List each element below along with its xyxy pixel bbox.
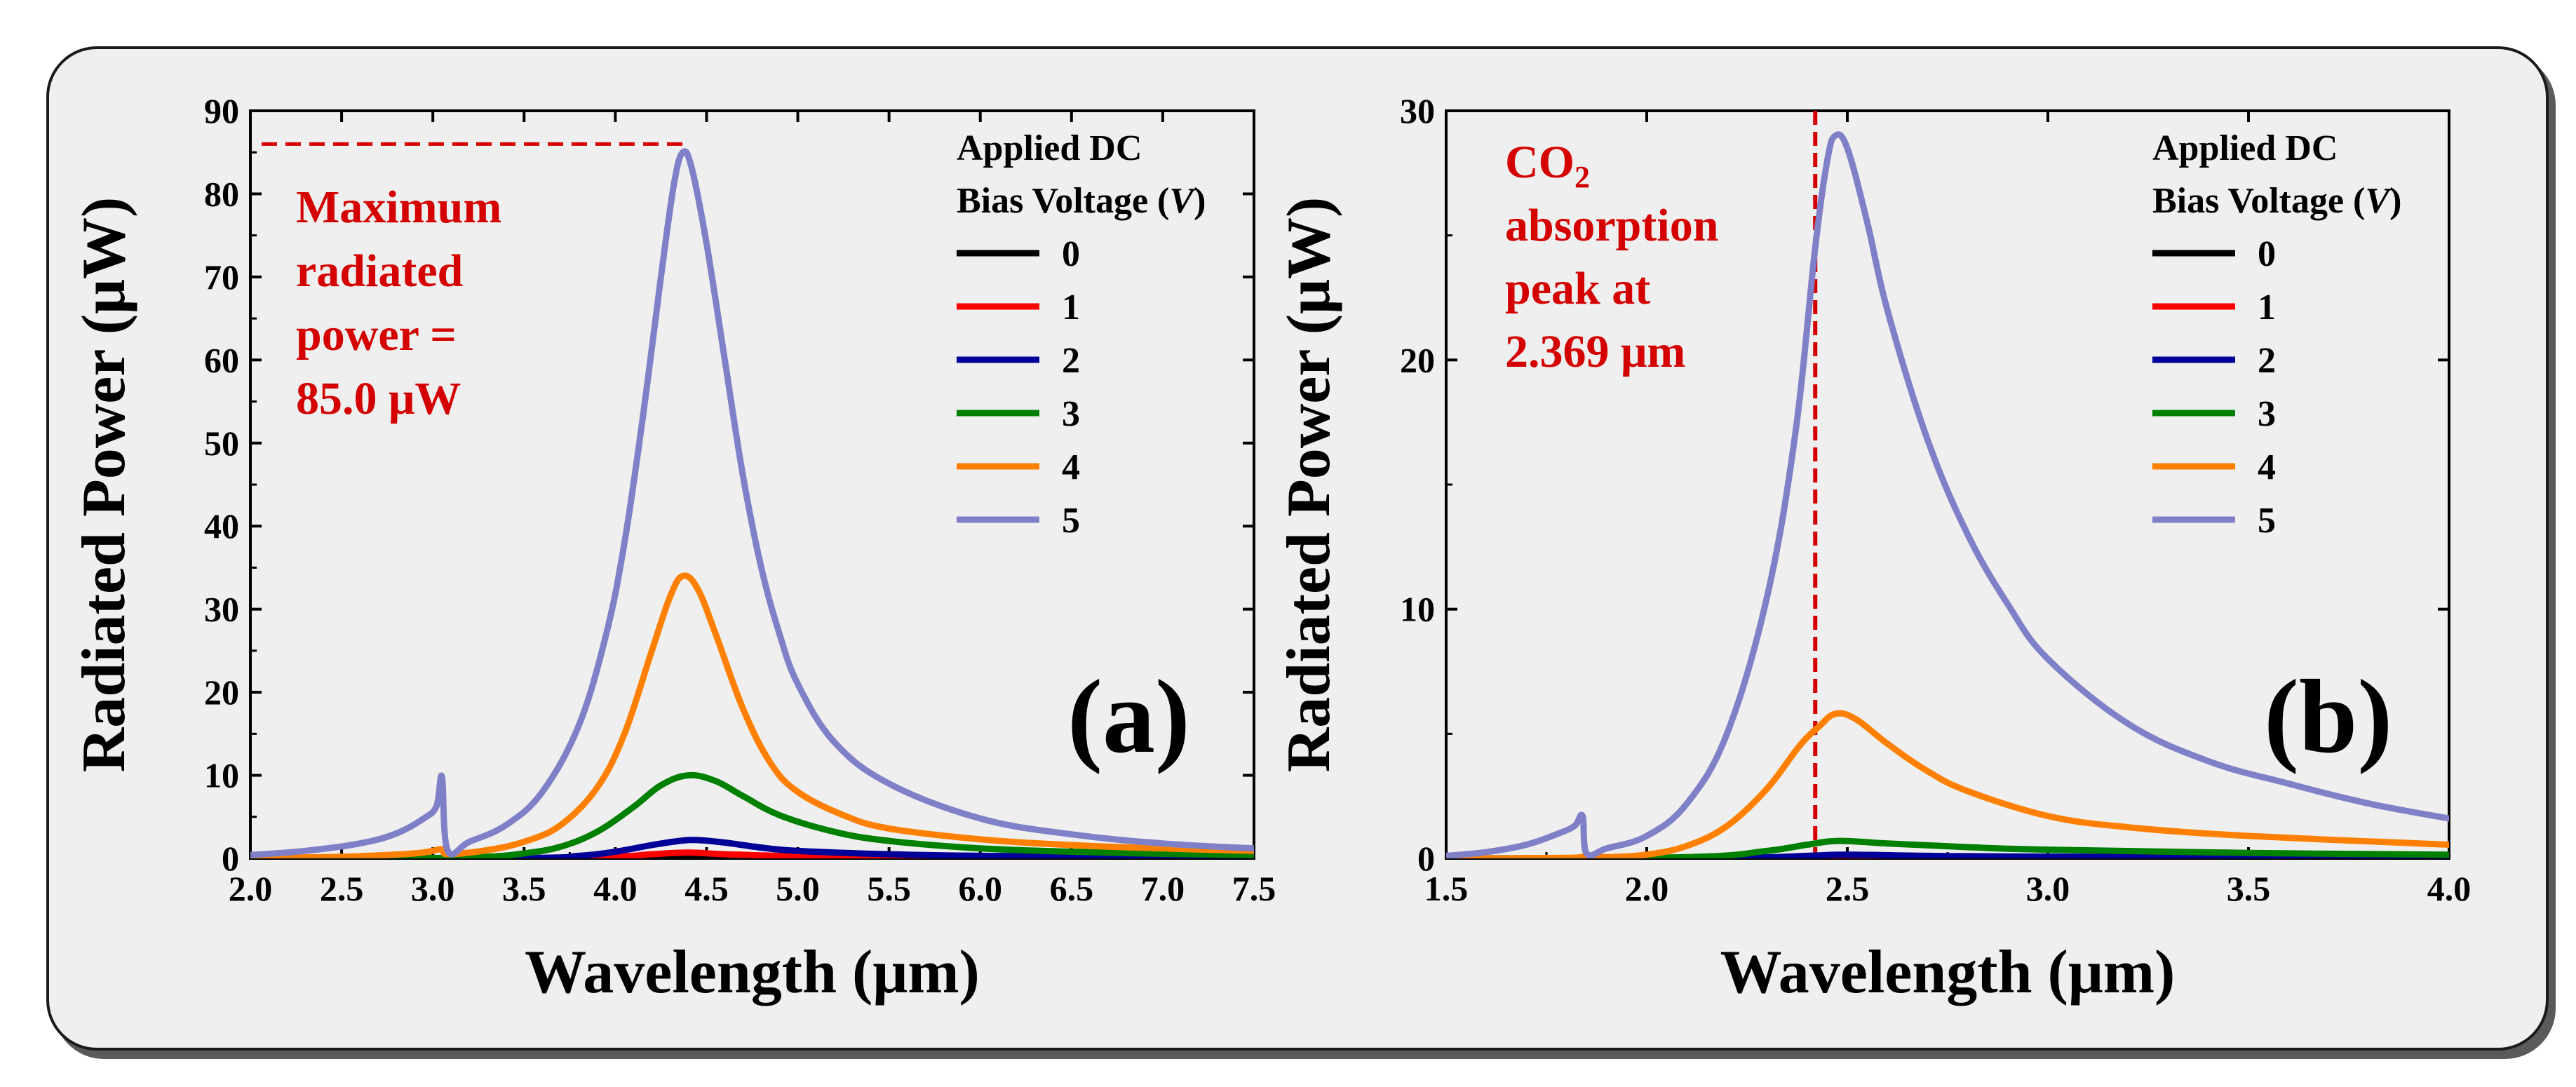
x-tick-label: 6.5: [1050, 869, 1094, 908]
series-group: [1446, 131, 2449, 858]
x-tick-label: 7.5: [1232, 869, 1276, 908]
max-power-annotation-line: 85.0 μW: [296, 373, 461, 424]
legend-label-1v: 1: [1062, 288, 1080, 328]
y-tick-label: 30: [1400, 91, 1435, 130]
x-tick-label: 5.5: [867, 869, 911, 908]
y-tick-label: 10: [1400, 590, 1435, 629]
y-tick-label: 0: [222, 839, 239, 878]
y-tick-label: 50: [204, 424, 239, 463]
co2-annotation-line: 2.369 μm: [1505, 326, 1685, 377]
x-tick-label: 2.5: [1826, 869, 1870, 908]
x-tick-label: 4.0: [2427, 869, 2472, 908]
max-power-annotation-line: Maximum: [296, 182, 501, 233]
y-tick-label: 90: [204, 91, 239, 130]
chart-panel-a: 2.0 2.5 3.0 3.5 4.0 4.5 5.0 5.5 6.0 6.5 7.0 7.50102…: [70, 91, 1276, 1006]
legend-label-3v: 3: [1062, 394, 1080, 434]
legend-label-1v: 1: [2258, 288, 2276, 328]
legend-label-4v: 4: [1062, 447, 1080, 487]
series-line-3v: [1446, 837, 2449, 858]
co2-annotation-line: absorption: [1505, 200, 1718, 251]
y-tick-label: 40: [204, 506, 239, 546]
co2-subscript: 2: [1574, 160, 1590, 194]
x-tick-label: 4.5: [685, 869, 729, 908]
series-line-4v: [250, 572, 1254, 858]
panel-label: (a): [1067, 659, 1190, 775]
x-tick-label: 3.0: [411, 869, 455, 908]
x-axis-title: Wavelength (μm): [1720, 938, 2176, 1006]
legend-title-var: V: [2365, 181, 2392, 221]
x-tick-label: 4.0: [593, 869, 638, 908]
legend-title-line2: Bias Voltage (V): [2152, 181, 2401, 221]
series-line-3v: [250, 771, 1254, 858]
series-line-5v: [250, 148, 1254, 858]
x-tick-label: 3.5: [502, 869, 546, 908]
y-tick-label: 60: [204, 340, 239, 379]
co2-annotation-line: peak at: [1505, 263, 1650, 314]
legend-title-var: V: [1169, 181, 1196, 221]
x-tick-label: 1.5: [1424, 869, 1469, 908]
legend-label-2v: 2: [2258, 341, 2276, 381]
max-power-annotation-line: radiated: [296, 245, 463, 297]
legend-label-4v: 4: [2258, 447, 2276, 487]
y-tick-label: 0: [1417, 839, 1435, 878]
y-axis-title: Radiated Power (μW): [70, 197, 138, 773]
x-tick-label: 6.0: [958, 869, 1002, 908]
x-tick-label: 3.5: [2227, 869, 2271, 908]
y-tick-label: 10: [204, 756, 239, 795]
series-group: [250, 148, 1254, 858]
legend-label-0v: 0: [1062, 234, 1080, 274]
y-tick-label: 30: [204, 590, 239, 629]
series-line-4v: [1446, 710, 2449, 858]
series-line-2v: [250, 837, 1254, 858]
legend-label-3v: 3: [2258, 394, 2276, 434]
x-tick-label: 3.0: [2026, 869, 2070, 908]
y-tick-label: 70: [204, 257, 239, 297]
x-axis-title: Wavelength (μm): [525, 938, 980, 1006]
legend-label-5v: 5: [2258, 501, 2276, 541]
legend-title-close: ): [2389, 181, 2401, 221]
legend-title-close: ): [1194, 181, 1206, 221]
max-power-annotation-line: power =: [296, 309, 457, 360]
y-tick-label: 20: [1400, 340, 1435, 379]
legend-label-0v: 0: [2258, 234, 2276, 274]
x-tick-label: 5.0: [776, 869, 820, 908]
legend-title-line2: Bias Voltage (V): [957, 181, 1206, 221]
x-tick-label: 2.0: [229, 869, 273, 908]
x-tick-label: 2.0: [1625, 869, 1669, 908]
y-tick-label: 80: [204, 174, 239, 213]
legend-label-2v: 2: [1062, 341, 1080, 381]
y-axis-title: Radiated Power (μW): [1275, 197, 1343, 773]
legend-title-line1: Applied DC: [2152, 128, 2338, 168]
legend-label-5v: 5: [1062, 501, 1080, 541]
panel-label: (b): [2264, 659, 2392, 775]
x-tick-label: 7.0: [1141, 869, 1185, 908]
series-line-5v: [1446, 131, 2449, 858]
y-tick-label: 20: [204, 673, 239, 712]
x-tick-label: 2.5: [320, 869, 364, 908]
legend-title-line1: Applied DC: [957, 128, 1142, 168]
